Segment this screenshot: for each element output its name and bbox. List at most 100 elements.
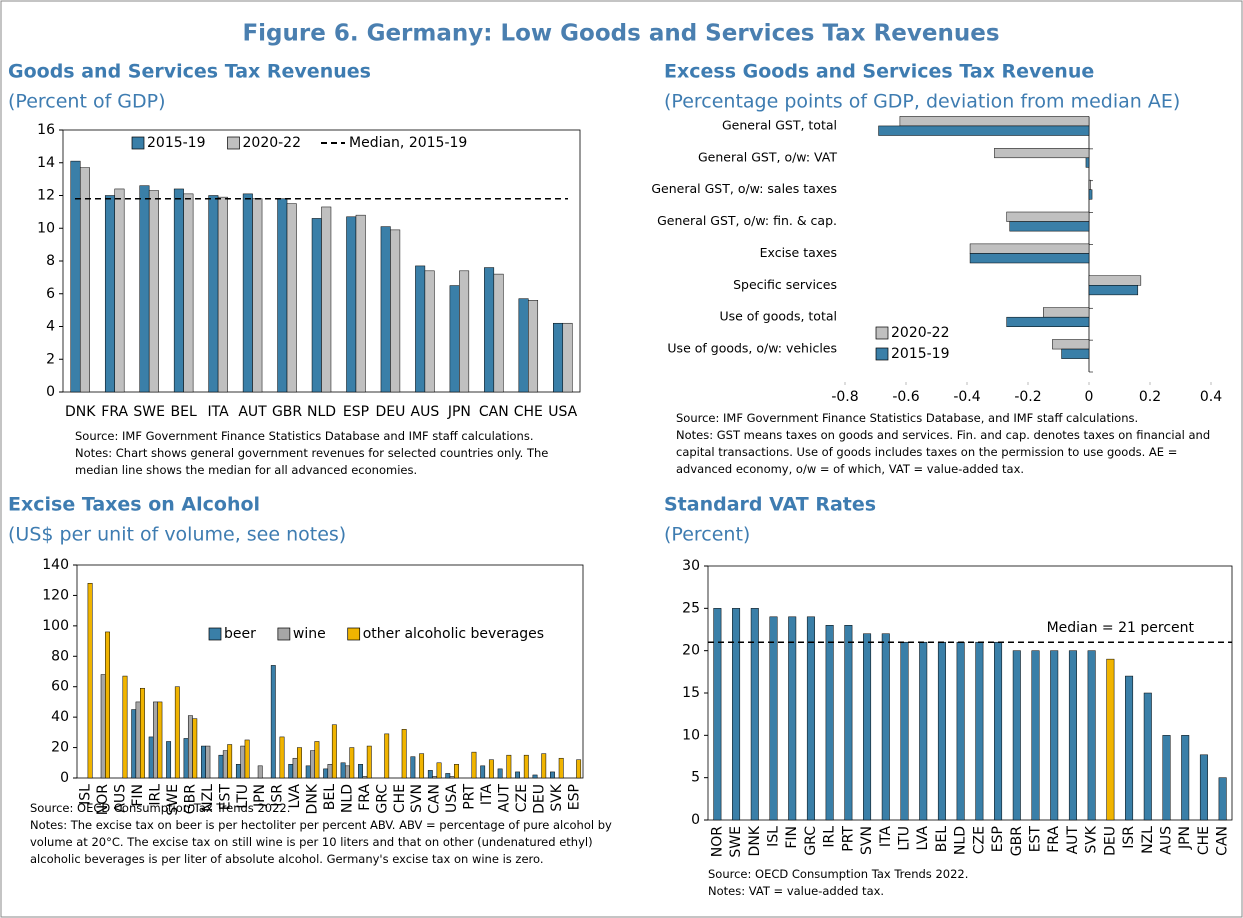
- x-tick-label: ITA: [878, 826, 894, 848]
- y-tick-label: 0: [46, 384, 55, 400]
- x-tick-label: ITA: [479, 784, 495, 806]
- x-tick-label: ESP: [990, 826, 1006, 852]
- bar: [345, 765, 350, 779]
- bar: [969, 243, 1090, 254]
- legend-swatch: [227, 136, 240, 150]
- bar: [279, 736, 285, 779]
- y-tick-label: General GST, total: [722, 117, 837, 132]
- bar: [122, 675, 128, 779]
- bar: [240, 745, 246, 779]
- y-tick-label: 60: [51, 679, 69, 695]
- bar: [323, 768, 329, 779]
- panel-subtitle: (Percent): [664, 524, 750, 546]
- x-tick-label: AUT: [1065, 826, 1081, 855]
- x-tick-label: GRC: [374, 784, 390, 814]
- bar: [769, 616, 778, 821]
- bar: [208, 195, 219, 393]
- bar: [358, 764, 363, 779]
- x-tick-label: -0.4: [953, 389, 980, 405]
- x-tick-label: NLD: [307, 404, 336, 420]
- bar: [140, 687, 145, 779]
- bar: [187, 715, 193, 779]
- bar: [104, 195, 115, 393]
- bar: [532, 774, 538, 779]
- x-tick-label: USA: [548, 404, 577, 420]
- x-tick-label: CZE: [971, 826, 987, 854]
- bar: [305, 765, 311, 779]
- bar: [380, 226, 391, 393]
- bar: [218, 754, 224, 779]
- bar: [750, 608, 759, 821]
- y-tick-label: 4: [46, 319, 55, 335]
- x-tick-label: SVK: [549, 783, 565, 811]
- bar: [114, 188, 125, 393]
- bar: [87, 583, 93, 779]
- bar: [445, 773, 451, 779]
- y-tick-label: 16: [37, 122, 55, 138]
- bar: [471, 751, 477, 779]
- bar: [1061, 348, 1090, 359]
- x-tick-label: LTU: [235, 784, 251, 809]
- y-tick-label: General GST, o/w: VAT: [698, 149, 837, 164]
- bar: [899, 116, 1090, 127]
- y-tick-label: 120: [42, 587, 69, 603]
- plot-frame: [707, 565, 1233, 821]
- bar: [424, 270, 435, 393]
- y-tick-label: General GST, o/w: fin. & cap.: [657, 213, 837, 228]
- bar: [355, 214, 366, 393]
- x-tick-label: JPN: [447, 404, 471, 420]
- bar: [157, 701, 163, 779]
- x-tick-label: GBR: [182, 784, 198, 814]
- y-tick-label: Specific services: [733, 277, 837, 292]
- bar: [148, 190, 159, 393]
- bar: [340, 762, 346, 779]
- bar: [183, 193, 194, 393]
- bar: [825, 625, 834, 821]
- bar: [131, 709, 137, 779]
- bar: [1009, 221, 1090, 232]
- x-tick-label: USA: [444, 784, 460, 813]
- x-tick-label: CAN: [479, 404, 509, 420]
- bar: [454, 764, 459, 779]
- bar: [384, 733, 390, 779]
- bar: [297, 747, 302, 779]
- bar: [410, 756, 416, 779]
- bar: [497, 768, 503, 779]
- x-tick-label: FIN: [784, 826, 800, 849]
- bar: [148, 736, 154, 779]
- notes: Notes: GST means taxes on goods and serv…: [676, 428, 1211, 476]
- bar: [844, 625, 853, 821]
- bar: [484, 267, 495, 393]
- bar: [346, 216, 357, 393]
- bar: [994, 641, 1003, 821]
- x-tick-label: ISR: [1121, 826, 1137, 849]
- x-tick-label: ISR: [270, 784, 286, 807]
- bar: [427, 770, 433, 779]
- bar: [331, 724, 337, 779]
- x-tick-label: -0.6: [892, 389, 919, 405]
- bar: [1031, 650, 1040, 821]
- bar: [270, 665, 276, 779]
- y-tick-label: 80: [51, 648, 69, 664]
- bar: [488, 759, 494, 779]
- bar: [1143, 692, 1152, 821]
- legend-swatch: [347, 627, 361, 641]
- bar: [227, 744, 233, 779]
- y-tick-label: 5: [691, 770, 700, 786]
- bar: [166, 741, 172, 779]
- x-tick-label: DNK: [65, 404, 96, 420]
- x-tick-label: SVN: [859, 826, 875, 855]
- y-tick-label: 6: [46, 286, 55, 302]
- source: Source: OECD Consumption Tax Trends 2022…: [708, 867, 969, 881]
- bar: [900, 641, 909, 821]
- bar: [1181, 735, 1190, 821]
- bar: [419, 753, 425, 779]
- bar: [558, 757, 564, 779]
- panel-subtitle: (Percentage points of GDP, deviation fro…: [664, 91, 1180, 113]
- bar: [257, 765, 263, 779]
- bar: [153, 701, 158, 779]
- x-tick-label: CAN: [1215, 826, 1231, 856]
